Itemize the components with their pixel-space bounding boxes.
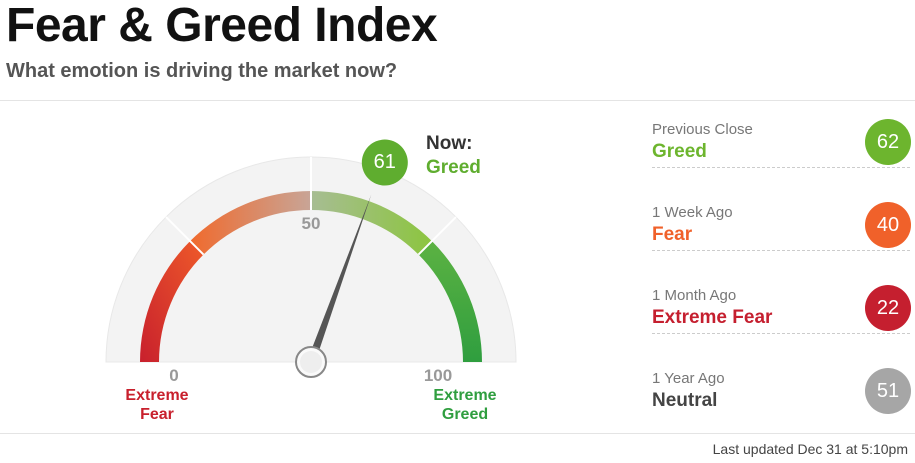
gauge-tick-label: 0 <box>169 366 179 385</box>
history-label: 1 Month Ago <box>652 287 737 304</box>
history-rating: Greed <box>652 141 707 162</box>
gauge-band <box>140 241 204 362</box>
history-label: Previous Close <box>652 121 753 138</box>
history-value: 51 <box>865 368 911 414</box>
separator <box>652 167 910 168</box>
needle <box>307 194 372 364</box>
history-rating: Neutral <box>652 390 718 411</box>
zone-label: Extreme Greed <box>433 387 497 423</box>
last-updated: Last updated Dec 31 at 5:10pm <box>712 441 908 457</box>
band-divider <box>417 216 457 256</box>
gauge-background <box>105 156 517 363</box>
separator <box>652 250 910 251</box>
history-label: 1 Year Ago <box>652 370 725 387</box>
value-badge <box>361 139 408 186</box>
gauge-tick-label: 100 <box>423 366 453 385</box>
history-value: 22 <box>865 285 911 331</box>
band-divider <box>165 216 205 256</box>
now-label: Now: <box>426 133 473 154</box>
gauge-band <box>190 191 311 255</box>
divider <box>0 100 915 101</box>
history-value: 62 <box>865 119 911 165</box>
divider <box>0 433 915 434</box>
subtitle: What emotion is driving the market now? <box>6 60 398 82</box>
gauge-band <box>418 241 482 362</box>
gauge-tick-label: 50 <box>301 214 321 233</box>
needle-hub-inner <box>300 351 322 373</box>
history-rating: Fear <box>652 224 693 245</box>
separator <box>652 333 910 334</box>
gauge-band <box>311 191 432 255</box>
now-rating: Greed <box>426 157 481 178</box>
zone-label: Extreme Fear <box>125 387 189 423</box>
history-label: 1 Week Ago <box>652 204 733 221</box>
title: Fear & Greed Index <box>6 0 438 52</box>
value-text: 61 <box>373 150 396 173</box>
history-value: 40 <box>865 202 911 248</box>
history-rating: Extreme Fear <box>652 307 773 328</box>
